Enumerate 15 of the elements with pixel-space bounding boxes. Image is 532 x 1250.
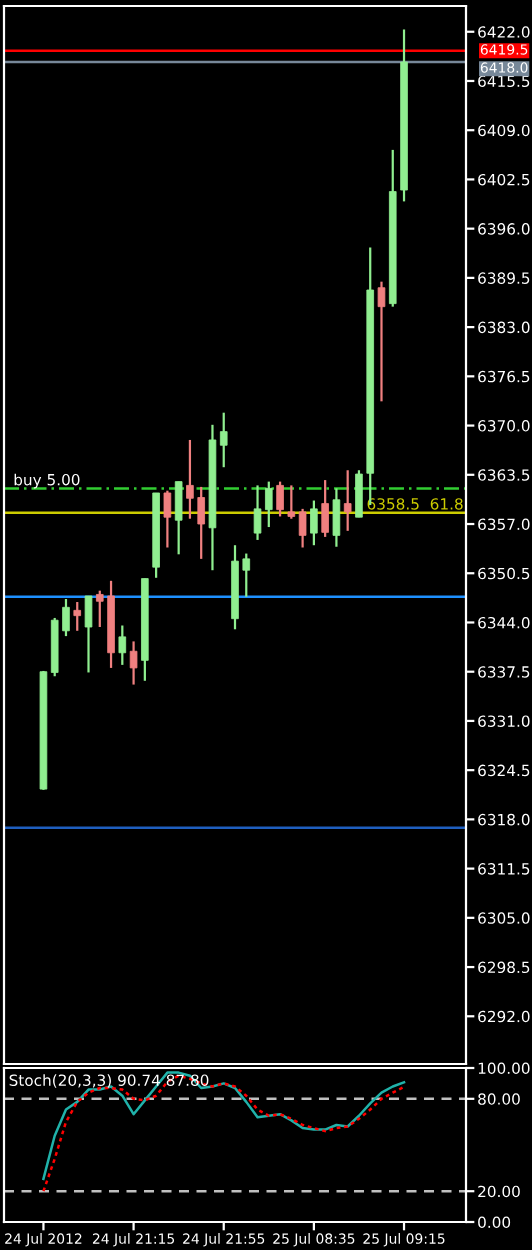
candlestick	[298, 507, 307, 549]
candlestick	[276, 480, 284, 518]
candlestick	[73, 600, 82, 632]
candlestick	[377, 280, 386, 403]
candlestick	[321, 478, 329, 538]
candlestick	[174, 480, 183, 556]
candlestick	[219, 411, 228, 469]
candlestick	[129, 640, 138, 686]
candlestick	[343, 469, 352, 532]
candlestick	[118, 624, 127, 666]
candlestick	[332, 487, 341, 548]
candlestick	[287, 484, 296, 520]
candlestick	[84, 594, 93, 674]
candlestick	[310, 499, 318, 547]
candlestick	[163, 489, 172, 549]
